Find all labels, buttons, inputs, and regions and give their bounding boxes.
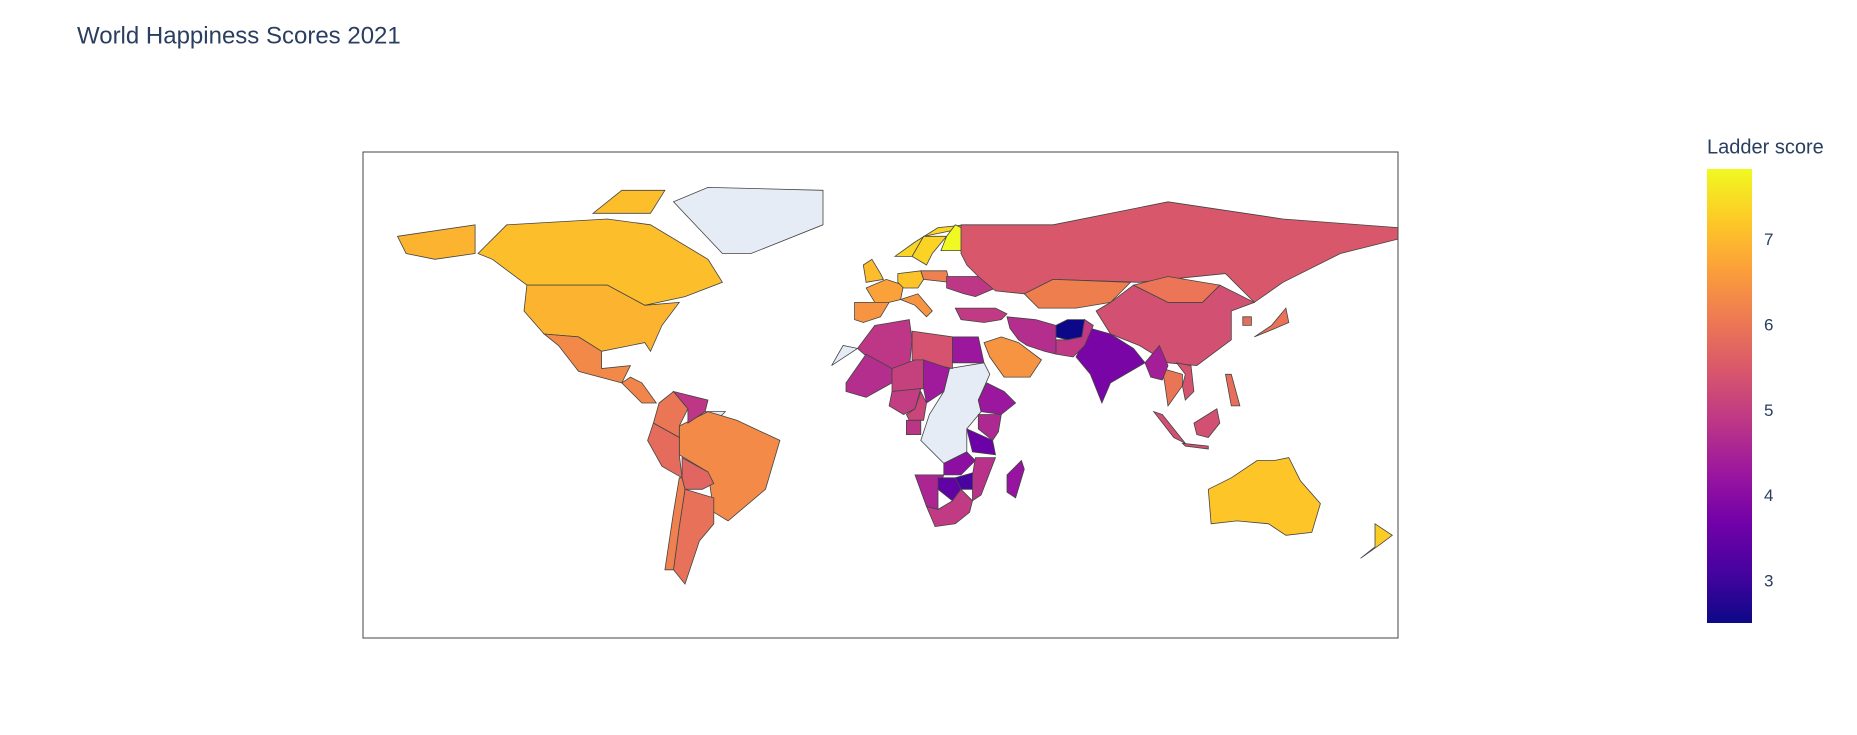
country (960, 201, 1398, 303)
country (1006, 316, 1057, 355)
country (911, 235, 948, 266)
chart-title: World Happiness Scores 2021 (77, 22, 401, 49)
country (1161, 367, 1183, 407)
country (1132, 276, 1221, 303)
country (621, 376, 658, 404)
map (396, 186, 1398, 585)
country (972, 457, 997, 502)
colorbar-tick-label: 6 (1764, 316, 1773, 335)
colorbar-tick-label: 4 (1764, 486, 1773, 505)
country (1207, 457, 1321, 536)
map-frame (362, 151, 1399, 639)
colorbar-tick-label: 5 (1764, 401, 1773, 420)
country (911, 330, 953, 369)
country (977, 414, 1002, 441)
country (1254, 307, 1290, 338)
country (862, 258, 884, 283)
country (966, 428, 997, 456)
country (897, 270, 925, 289)
country (952, 336, 985, 364)
no-data-region (672, 186, 824, 254)
country (914, 474, 945, 510)
country (1144, 344, 1169, 381)
no-data-region (920, 362, 991, 464)
country (1175, 362, 1195, 401)
country (977, 382, 1017, 415)
country (943, 451, 976, 476)
country (983, 336, 1043, 378)
country (664, 477, 686, 571)
country (396, 224, 681, 353)
country (1055, 318, 1094, 358)
country (906, 419, 922, 435)
country (925, 488, 973, 528)
colorbar (1707, 169, 1752, 623)
colorbar-tick-label: 3 (1764, 572, 1773, 591)
country (681, 456, 715, 490)
country (542, 333, 632, 384)
country (477, 189, 723, 306)
country (1360, 523, 1393, 559)
no-data-region (831, 345, 859, 366)
country (923, 359, 950, 404)
country (899, 293, 933, 318)
country (954, 307, 1008, 323)
country (854, 302, 890, 323)
country (1006, 459, 1025, 499)
country (1242, 316, 1252, 326)
country (1152, 408, 1221, 450)
country (937, 477, 962, 502)
colorbar-title: Ladder score (1707, 136, 1824, 158)
country (1225, 373, 1241, 407)
country (888, 388, 922, 415)
country (1055, 319, 1086, 341)
country (672, 390, 709, 424)
colorbar-tick-label: 7 (1764, 230, 1773, 249)
country (920, 270, 951, 283)
